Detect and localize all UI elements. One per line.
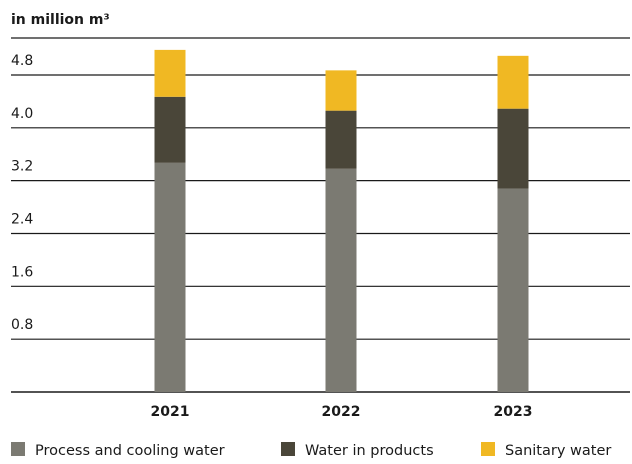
y-axis-ticks: 0.8 1.6 2.4 3.2 4.0 4.8 [11, 53, 33, 333]
legend-label: Water in products [305, 443, 434, 459]
y-tick-label: 3.2 [11, 159, 33, 175]
legend-label: Sanitary water [505, 443, 611, 459]
bar-segment-2023-1 [497, 188, 529, 392]
x-axis-labels: 2021 2022 2023 [151, 404, 533, 420]
y-tick-label: 4.8 [11, 53, 33, 69]
x-category-label: 2021 [151, 404, 190, 420]
bar-segment-2021-3 [154, 49, 186, 97]
y-tick-label: 4.0 [11, 106, 33, 122]
x-category-label: 2022 [322, 404, 361, 420]
legend-swatch [481, 442, 495, 456]
bar-segment-2022-2 [325, 110, 357, 169]
bar-segment-2022-3 [325, 70, 357, 111]
legend-label: Process and cooling water [35, 443, 225, 459]
y-tick-label: 1.6 [11, 264, 33, 280]
legend-swatch [281, 442, 295, 456]
bars [154, 49, 529, 392]
y-tick-label: 2.4 [11, 211, 33, 227]
x-category-label: 2023 [494, 404, 533, 420]
bar-segment-2023-3 [497, 55, 529, 109]
bar-segment-2022-1 [325, 168, 357, 392]
legend: Process and cooling water Water in produc… [11, 442, 611, 459]
chart-title: in million m³ [11, 12, 110, 28]
bar-segment-2021-1 [154, 162, 186, 392]
bar-segment-2023-2 [497, 108, 529, 189]
y-tick-label: 0.8 [11, 317, 33, 333]
bar-segment-2021-2 [154, 96, 186, 163]
legend-swatch [11, 442, 25, 456]
grid-lines [11, 37, 630, 393]
